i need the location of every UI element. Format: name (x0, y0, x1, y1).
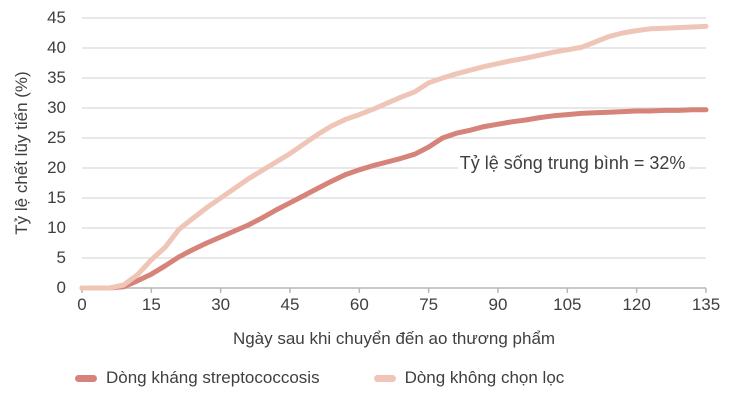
y-tick-label-30: 30 (47, 98, 66, 117)
x-tick-label-60: 60 (349, 295, 369, 314)
legend-label: Dòng không chọn lọc (404, 368, 565, 387)
x-tick-label-75: 75 (419, 295, 439, 314)
y-tick-label-0: 0 (56, 278, 66, 297)
x-tick-label-120: 120 (622, 295, 651, 314)
y-tick-label-35: 35 (47, 68, 66, 87)
x-tick-label-15: 15 (141, 295, 161, 314)
y-tick-label-10: 10 (47, 218, 66, 237)
legend-marker-icon (75, 374, 97, 382)
y-tick-label-5: 5 (56, 248, 66, 267)
legend-item-1: Dòng không chọn lọc (373, 368, 565, 388)
x-tick-label-135: 135 (691, 295, 721, 314)
x-tick-label-90: 90 (488, 295, 508, 314)
y-tick-label-25: 25 (47, 128, 66, 147)
y-tick-label-15: 15 (47, 188, 66, 207)
x-tick-label-0: 0 (77, 295, 87, 314)
y-tick-label-45: 45 (47, 8, 66, 27)
x-tick-label-45: 45 (280, 295, 300, 314)
x-tick-label-105: 105 (553, 295, 582, 314)
legend: Dòng kháng streptococcosis Dòng không chọ… (75, 368, 564, 388)
legend-marker-icon (373, 374, 396, 382)
y-tick-label-40: 40 (47, 38, 66, 57)
series-line-0 (79, 107, 709, 291)
x-tick-label-30: 30 (211, 295, 231, 314)
legend-item-0: Dòng kháng streptococcosis (75, 368, 320, 388)
legend-label: Dòng kháng streptococcosis (106, 368, 320, 387)
annotation-mean-survival-rate: Tỷ lệ sống trung bình = 32% (457, 152, 690, 175)
x-axis-title: Ngày sau khi chuyển đến ao thương phẩm (232, 329, 556, 348)
y-tick-label-20: 20 (47, 158, 66, 177)
series-line-1 (79, 23, 709, 291)
